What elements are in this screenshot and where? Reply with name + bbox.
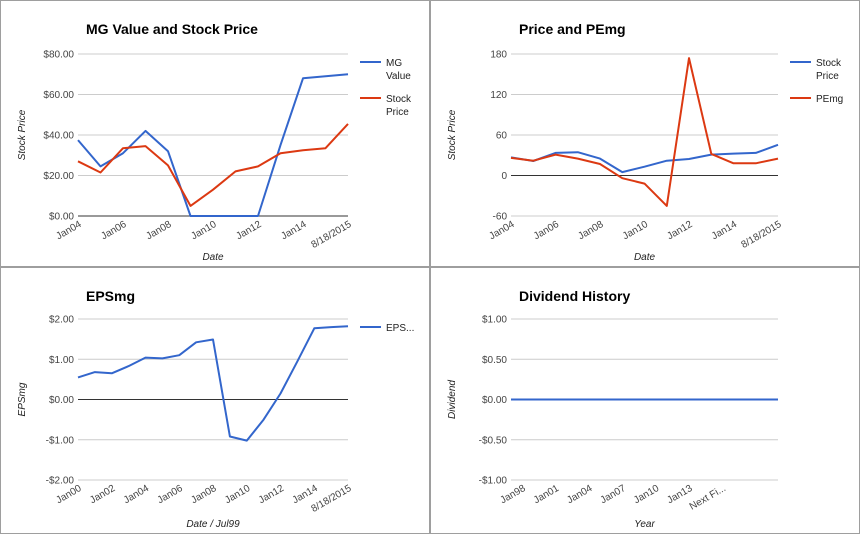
x-tick-label: Jan10 — [621, 219, 650, 242]
mg-value-stock-price-panel: MG Value and Stock Price $0.00 $20.00 $40.0… — [0, 0, 430, 267]
y-tick-label: $0.50 — [482, 355, 507, 366]
legend-label: Price — [386, 107, 409, 118]
x-tick-label: Next Fi... — [688, 483, 728, 513]
series-line-stock-price — [510, 143, 779, 174]
x-tick-label: Jan12 — [665, 219, 694, 242]
x-tick-label: Jan10 — [223, 483, 252, 506]
chart-svg: Dividend History -$1.00 -$0.50 $0.00 $0.50 $1… — [447, 288, 779, 530]
y-axis-title: Dividend — [447, 380, 458, 419]
y-tick-label: $0.00 — [482, 395, 507, 406]
x-tick-label: Jan01 — [532, 483, 561, 506]
legend-label: MG — [386, 58, 402, 69]
y-tick-label: $0.00 — [49, 395, 74, 406]
legend-label: Stock — [386, 94, 412, 105]
series-line-pemg — [510, 57, 779, 207]
x-tick-label: Jan06 — [156, 483, 185, 506]
y-tick-label: $2.00 — [49, 315, 74, 326]
x-tick-label: 8/18/2015 — [739, 219, 783, 251]
legend-item: MG Value — [360, 58, 411, 82]
y-tick-label: 0 — [501, 171, 507, 182]
x-tick-label: Jan02 — [88, 483, 117, 506]
legend-label: EPS... — [386, 323, 414, 334]
y-axis-title: Stock Price — [17, 109, 28, 160]
y-tick-label: $60.00 — [43, 90, 74, 101]
legend-item: Stock Price — [790, 58, 842, 82]
series-line-stock-price — [77, 123, 349, 207]
x-tick-label: Jan08 — [576, 219, 605, 242]
legend-label: Price — [816, 71, 839, 82]
x-axis-title: Year — [634, 519, 655, 530]
y-tick-label: $20.00 — [43, 171, 74, 182]
x-tick-label: Jan08 — [144, 219, 173, 242]
y-tick-label: 60 — [496, 131, 508, 142]
y-tick-label: $80.00 — [43, 50, 74, 61]
chart-svg: MG Value and Stock Price $0.00 $20.00 $40.0… — [17, 21, 412, 263]
dividend-history-panel: Dividend History -$1.00 -$0.50 $0.00 $0.50 $1… — [430, 267, 860, 534]
x-tick-label: Jan12 — [257, 483, 286, 506]
legend-label: PEmg — [816, 94, 843, 105]
legend-label: Stock — [816, 58, 842, 69]
x-tick-label: Jan04 — [122, 483, 151, 506]
y-tick-label: -$2.00 — [46, 476, 75, 487]
x-tick-label: Jan14 — [279, 219, 308, 242]
y-tick-label: $0.00 — [49, 212, 74, 223]
x-tick-label: Jan10 — [189, 219, 218, 242]
x-tick-label: 8/18/2015 — [309, 219, 353, 251]
chart-title: Dividend History — [519, 288, 630, 304]
chart-title: EPSmg — [86, 288, 135, 304]
y-tick-label: $1.00 — [49, 355, 74, 366]
legend-item: EPS... — [360, 323, 414, 334]
legend-item: Stock Price — [360, 94, 412, 118]
y-tick-label: -$1.00 — [46, 435, 75, 446]
chart-title: Price and PEmg — [519, 21, 626, 37]
chart-title: MG Value and Stock Price — [86, 21, 258, 37]
y-tick-label: 120 — [490, 90, 507, 101]
x-tick-label: Jan04 — [565, 483, 594, 506]
x-axis-title: Date / Jul99 — [186, 519, 240, 530]
price-pemg-panel: Price and PEmg -60 0 60 120 180 Jan04 Jan06 Jan0… — [430, 0, 860, 267]
y-tick-label: $1.00 — [482, 315, 507, 326]
legend-label: Value — [386, 71, 411, 82]
x-axis-title: Date — [202, 252, 224, 263]
x-axis-title: Date — [634, 252, 656, 263]
y-tick-label: -60 — [493, 212, 508, 223]
x-tick-label: Jan08 — [189, 483, 218, 506]
x-tick-label: Jan14 — [710, 219, 739, 242]
legend-item: PEmg — [790, 94, 843, 105]
y-tick-label: -$0.50 — [479, 435, 508, 446]
x-tick-label: Jan06 — [532, 219, 561, 242]
y-axis-title: EPSmg — [17, 382, 28, 416]
series-line-eps — [77, 325, 349, 442]
y-tick-label: -$1.00 — [479, 476, 508, 487]
y-tick-label: $40.00 — [43, 131, 74, 142]
y-tick-label: 180 — [490, 50, 507, 61]
series-line-mg-value — [77, 73, 349, 217]
x-tick-label: Jan06 — [99, 219, 128, 242]
x-tick-label: Jan12 — [234, 219, 263, 242]
x-tick-label: Jan07 — [599, 483, 628, 506]
epsmg-panel: EPSmg -$2.00 -$1.00 $0.00 $1.00 $2.00 Jan00 Jan… — [0, 267, 430, 534]
y-axis-title: Stock Price — [447, 109, 458, 160]
x-tick-label: Jan10 — [632, 483, 661, 506]
